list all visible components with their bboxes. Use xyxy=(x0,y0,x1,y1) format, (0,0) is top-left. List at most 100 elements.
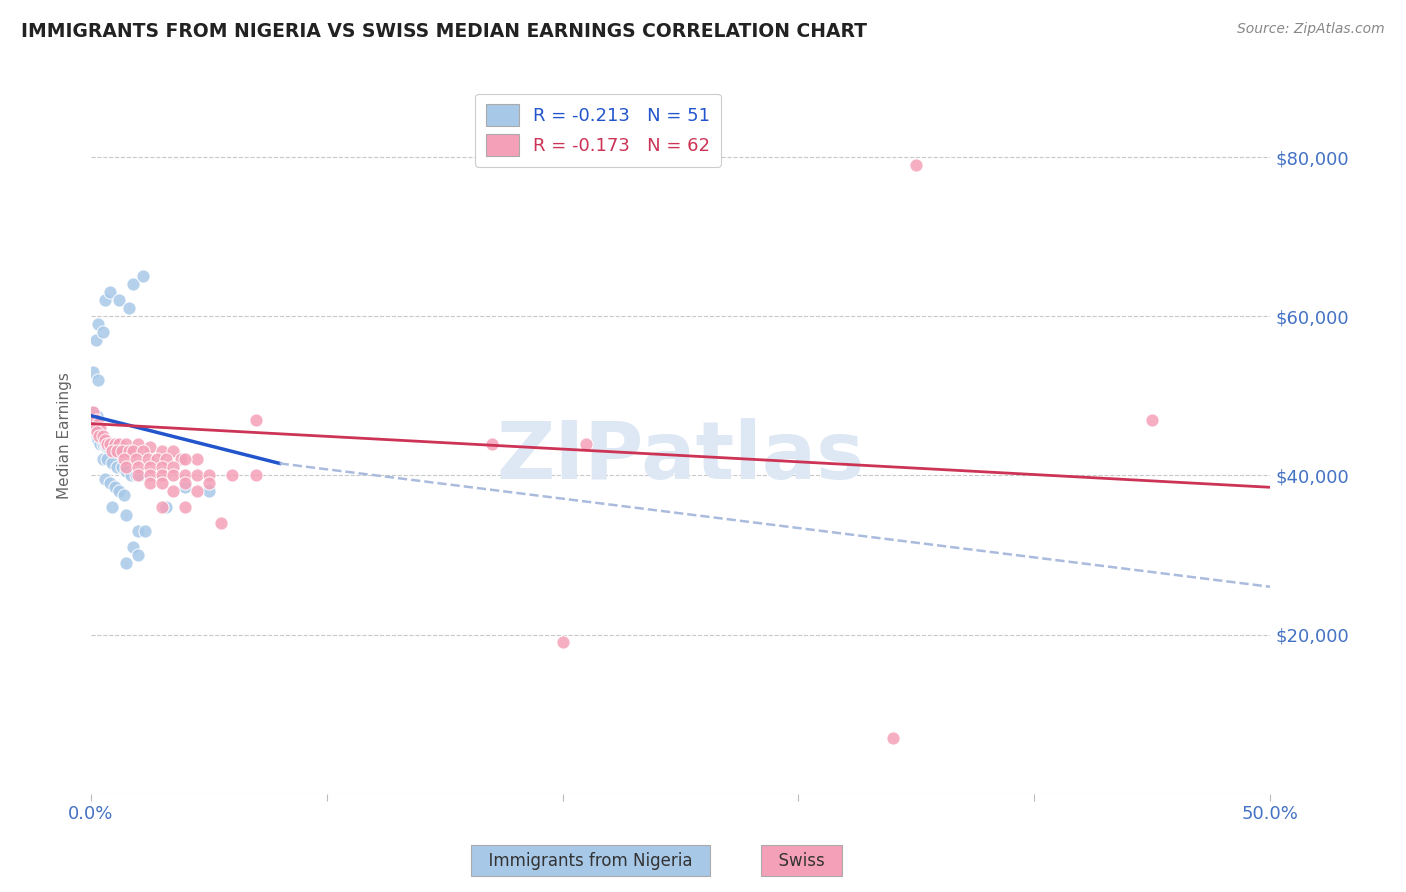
Point xyxy=(91,428,114,442)
Point xyxy=(118,301,141,316)
Point xyxy=(127,524,149,538)
Point xyxy=(1142,412,1164,426)
Point xyxy=(105,444,128,458)
Point xyxy=(198,468,221,483)
Point xyxy=(103,436,125,450)
Point xyxy=(120,468,142,483)
Point xyxy=(139,460,162,475)
Point xyxy=(150,460,173,475)
Point xyxy=(91,452,114,467)
Point xyxy=(108,484,131,499)
Point xyxy=(84,333,107,347)
Legend: R = -0.213   N = 51, R = -0.173   N = 62: R = -0.213 N = 51, R = -0.173 N = 62 xyxy=(475,94,721,167)
Point xyxy=(82,405,104,419)
Point xyxy=(115,464,138,478)
Point xyxy=(150,476,173,491)
Point xyxy=(155,500,177,515)
Point xyxy=(122,277,145,292)
Point xyxy=(174,500,197,515)
Point xyxy=(221,468,243,483)
Point xyxy=(169,452,191,467)
Text: Immigrants from Nigeria: Immigrants from Nigeria xyxy=(478,852,703,870)
Point xyxy=(82,365,104,379)
Point xyxy=(125,452,148,467)
Point xyxy=(112,488,135,502)
Point xyxy=(108,293,131,308)
Point xyxy=(82,420,104,434)
Point xyxy=(139,468,162,483)
Point xyxy=(481,436,503,450)
Point xyxy=(127,548,149,562)
Point xyxy=(105,460,128,475)
Point xyxy=(174,468,197,483)
Point xyxy=(209,516,232,530)
Point xyxy=(98,444,121,458)
Point xyxy=(174,452,197,467)
Point xyxy=(94,436,117,450)
Point xyxy=(162,444,184,458)
Point xyxy=(551,635,574,649)
Point xyxy=(139,441,162,455)
Point xyxy=(110,444,132,458)
Point xyxy=(155,452,177,467)
Text: Swiss: Swiss xyxy=(768,852,835,870)
Point xyxy=(139,476,162,491)
Point xyxy=(132,444,155,458)
Point xyxy=(101,457,124,471)
Point xyxy=(132,269,155,284)
Point xyxy=(98,285,121,300)
Point xyxy=(174,476,197,491)
Point xyxy=(115,508,138,523)
Y-axis label: Median Earnings: Median Earnings xyxy=(58,372,72,499)
Point xyxy=(87,317,110,331)
Point xyxy=(87,417,110,431)
Point xyxy=(118,444,141,458)
Point xyxy=(115,556,138,570)
Point xyxy=(162,468,184,483)
Text: IMMIGRANTS FROM NIGERIA VS SWISS MEDIAN EARNINGS CORRELATION CHART: IMMIGRANTS FROM NIGERIA VS SWISS MEDIAN … xyxy=(21,22,868,41)
Point xyxy=(94,472,117,486)
Point xyxy=(150,468,173,483)
Point xyxy=(127,436,149,450)
Point xyxy=(84,428,107,442)
Point xyxy=(86,409,108,423)
Point xyxy=(134,524,156,538)
Point xyxy=(245,412,267,426)
Point xyxy=(83,420,105,434)
Point xyxy=(162,484,184,499)
Point xyxy=(146,452,169,467)
Point xyxy=(186,452,208,467)
Point xyxy=(82,405,104,419)
Point xyxy=(127,460,149,475)
Point xyxy=(84,412,107,426)
Point xyxy=(94,293,117,308)
Point xyxy=(96,452,118,467)
Point xyxy=(150,444,173,458)
Point xyxy=(905,158,928,172)
Point xyxy=(89,420,111,434)
Point xyxy=(103,444,125,458)
Point xyxy=(89,436,111,450)
Point xyxy=(136,452,159,467)
Point xyxy=(882,731,904,745)
Point xyxy=(84,412,107,426)
Point xyxy=(103,480,125,494)
Point xyxy=(186,484,208,499)
Point xyxy=(110,460,132,475)
Point xyxy=(87,433,110,447)
Point xyxy=(122,540,145,554)
Point xyxy=(89,428,111,442)
Point xyxy=(94,433,117,447)
Point xyxy=(575,436,598,450)
Point xyxy=(98,476,121,491)
Point xyxy=(198,476,221,491)
Point xyxy=(129,468,152,483)
Point xyxy=(83,425,105,439)
Point xyxy=(150,500,173,515)
Point xyxy=(108,444,131,458)
Point xyxy=(87,417,110,431)
Point xyxy=(91,325,114,339)
Point xyxy=(186,468,208,483)
Point xyxy=(101,444,124,458)
Point xyxy=(112,452,135,467)
